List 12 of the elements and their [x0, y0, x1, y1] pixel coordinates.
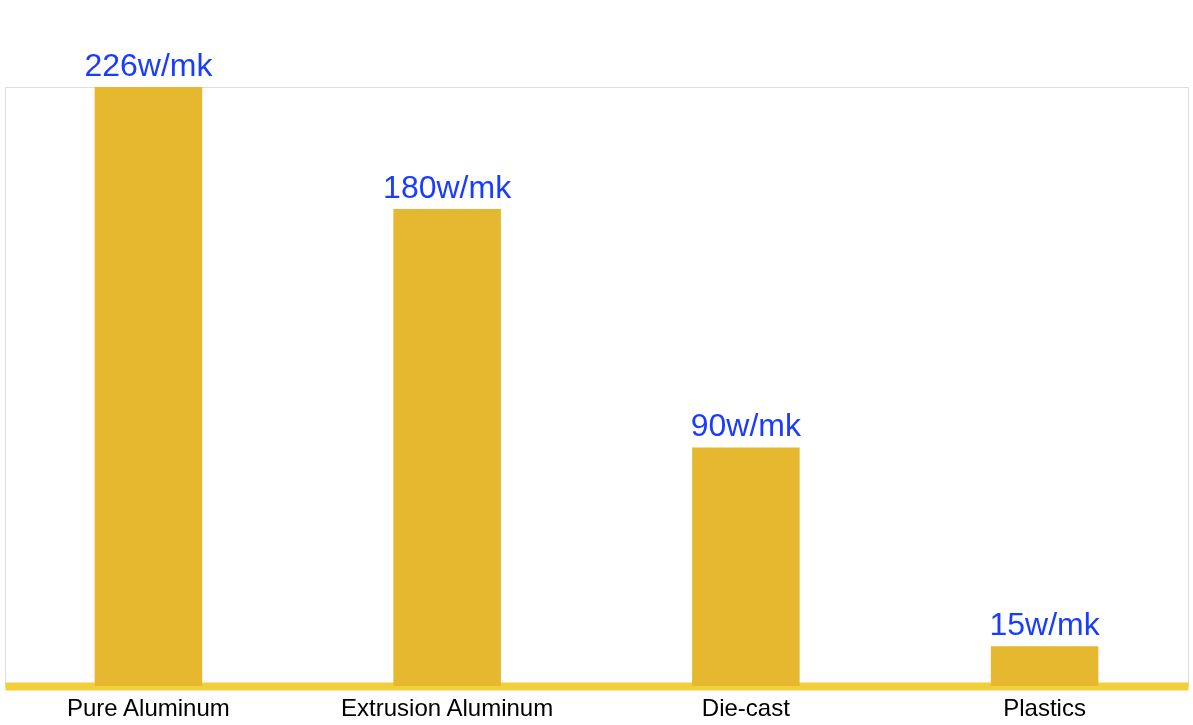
bar	[94, 87, 203, 686]
x-tick-label: Pure Aluminum	[67, 693, 230, 721]
x-tick-label: Extrusion Aluminum	[341, 693, 554, 721]
bar	[692, 447, 800, 686]
x-tick-label: Die-cast	[701, 693, 791, 721]
data-label: 180w/mk	[383, 168, 513, 205]
bar	[990, 646, 1099, 686]
data-label: 90w/mk	[690, 407, 802, 444]
data-label: 226w/mk	[84, 47, 214, 83]
x-tick-label: Plastics	[1003, 693, 1086, 721]
bar	[393, 208, 501, 686]
data-label: 15w/mk	[989, 606, 1101, 643]
